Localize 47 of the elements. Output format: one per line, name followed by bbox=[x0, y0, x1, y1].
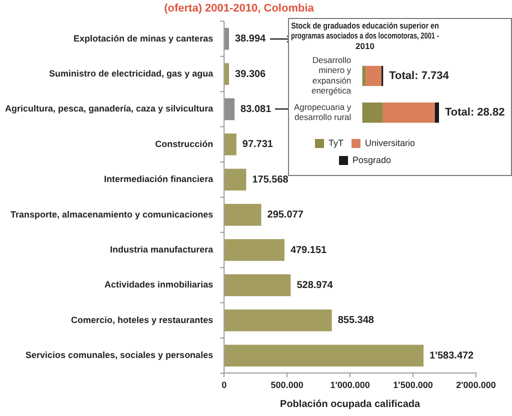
y-tick-label: Industria manufacturera bbox=[110, 244, 214, 254]
data-label: 39.306 bbox=[235, 68, 266, 80]
y-tick-label: Construcción bbox=[155, 138, 214, 149]
x-axis-title: Población ocupada calificada bbox=[280, 398, 420, 410]
data-label: 83.081 bbox=[240, 104, 272, 115]
bar bbox=[224, 274, 291, 296]
bar bbox=[224, 239, 284, 261]
y-tick-label: Intermediación financiera bbox=[104, 174, 214, 184]
annotation: Total: 7.734 bbox=[389, 70, 450, 82]
y-tick-label: Agropecuaria y desarrollo rural bbox=[294, 102, 352, 122]
bar bbox=[362, 102, 383, 123]
bar bbox=[224, 309, 332, 332]
y-tick-label: Transporte, almacenamiento y comunicaciones bbox=[10, 209, 214, 220]
x-tick-label: 500.000 bbox=[270, 380, 304, 390]
y-tick-label: Actividades inmobiliarias bbox=[104, 280, 214, 290]
data-label: 97.731 bbox=[242, 139, 274, 150]
y-tick-label: Servicios comunales, sociales y personales bbox=[25, 350, 214, 360]
y-tick-label: Desarrollo minero y expansión energética bbox=[311, 54, 352, 96]
bar bbox=[382, 102, 435, 123]
data-label: 855.348 bbox=[338, 315, 374, 326]
bar bbox=[224, 63, 230, 85]
chart-title: (oferta) 2001-2010, Colombia bbox=[164, 2, 315, 15]
x-tick-label: 2'000.000 bbox=[456, 380, 496, 390]
chart-title: Stock de graduados educación superior en programas asociados a dos locomotoras, 2001 - 2010 bbox=[291, 20, 440, 51]
bar bbox=[434, 102, 439, 123]
bar bbox=[224, 344, 424, 367]
y-tick-label: Comercio, hoteles y restaurantes bbox=[71, 314, 214, 325]
x-tick-label: 1'000.000 bbox=[330, 380, 370, 390]
y-tick-label: Agricultura, pesca, ganadería, caza y silvicultura bbox=[4, 104, 214, 114]
legend-label: Posgrado bbox=[352, 154, 392, 165]
x-tick-label: 1'500.000 bbox=[393, 380, 433, 390]
data-label: 295.077 bbox=[267, 210, 304, 221]
bar bbox=[224, 204, 262, 226]
x-tick-label: 0 bbox=[222, 380, 227, 390]
data-label: 38.994 bbox=[234, 34, 266, 45]
data-label: 479.151 bbox=[290, 244, 328, 256]
legend-label: TyT bbox=[328, 138, 344, 148]
y-tick-label: Explotación de minas y canteras bbox=[74, 33, 214, 44]
data-label: 1'583.472 bbox=[430, 350, 474, 362]
y-tick-label: Suministro de electricidad, gas y agua bbox=[49, 68, 214, 78]
bar bbox=[366, 66, 382, 86]
data-label: 528.974 bbox=[296, 280, 334, 291]
data-label: 175.568 bbox=[252, 174, 289, 186]
bar bbox=[224, 168, 246, 191]
legend-label: Universitario bbox=[364, 138, 416, 148]
bar bbox=[224, 133, 236, 156]
annotation: Total: 28.82 bbox=[445, 106, 505, 119]
